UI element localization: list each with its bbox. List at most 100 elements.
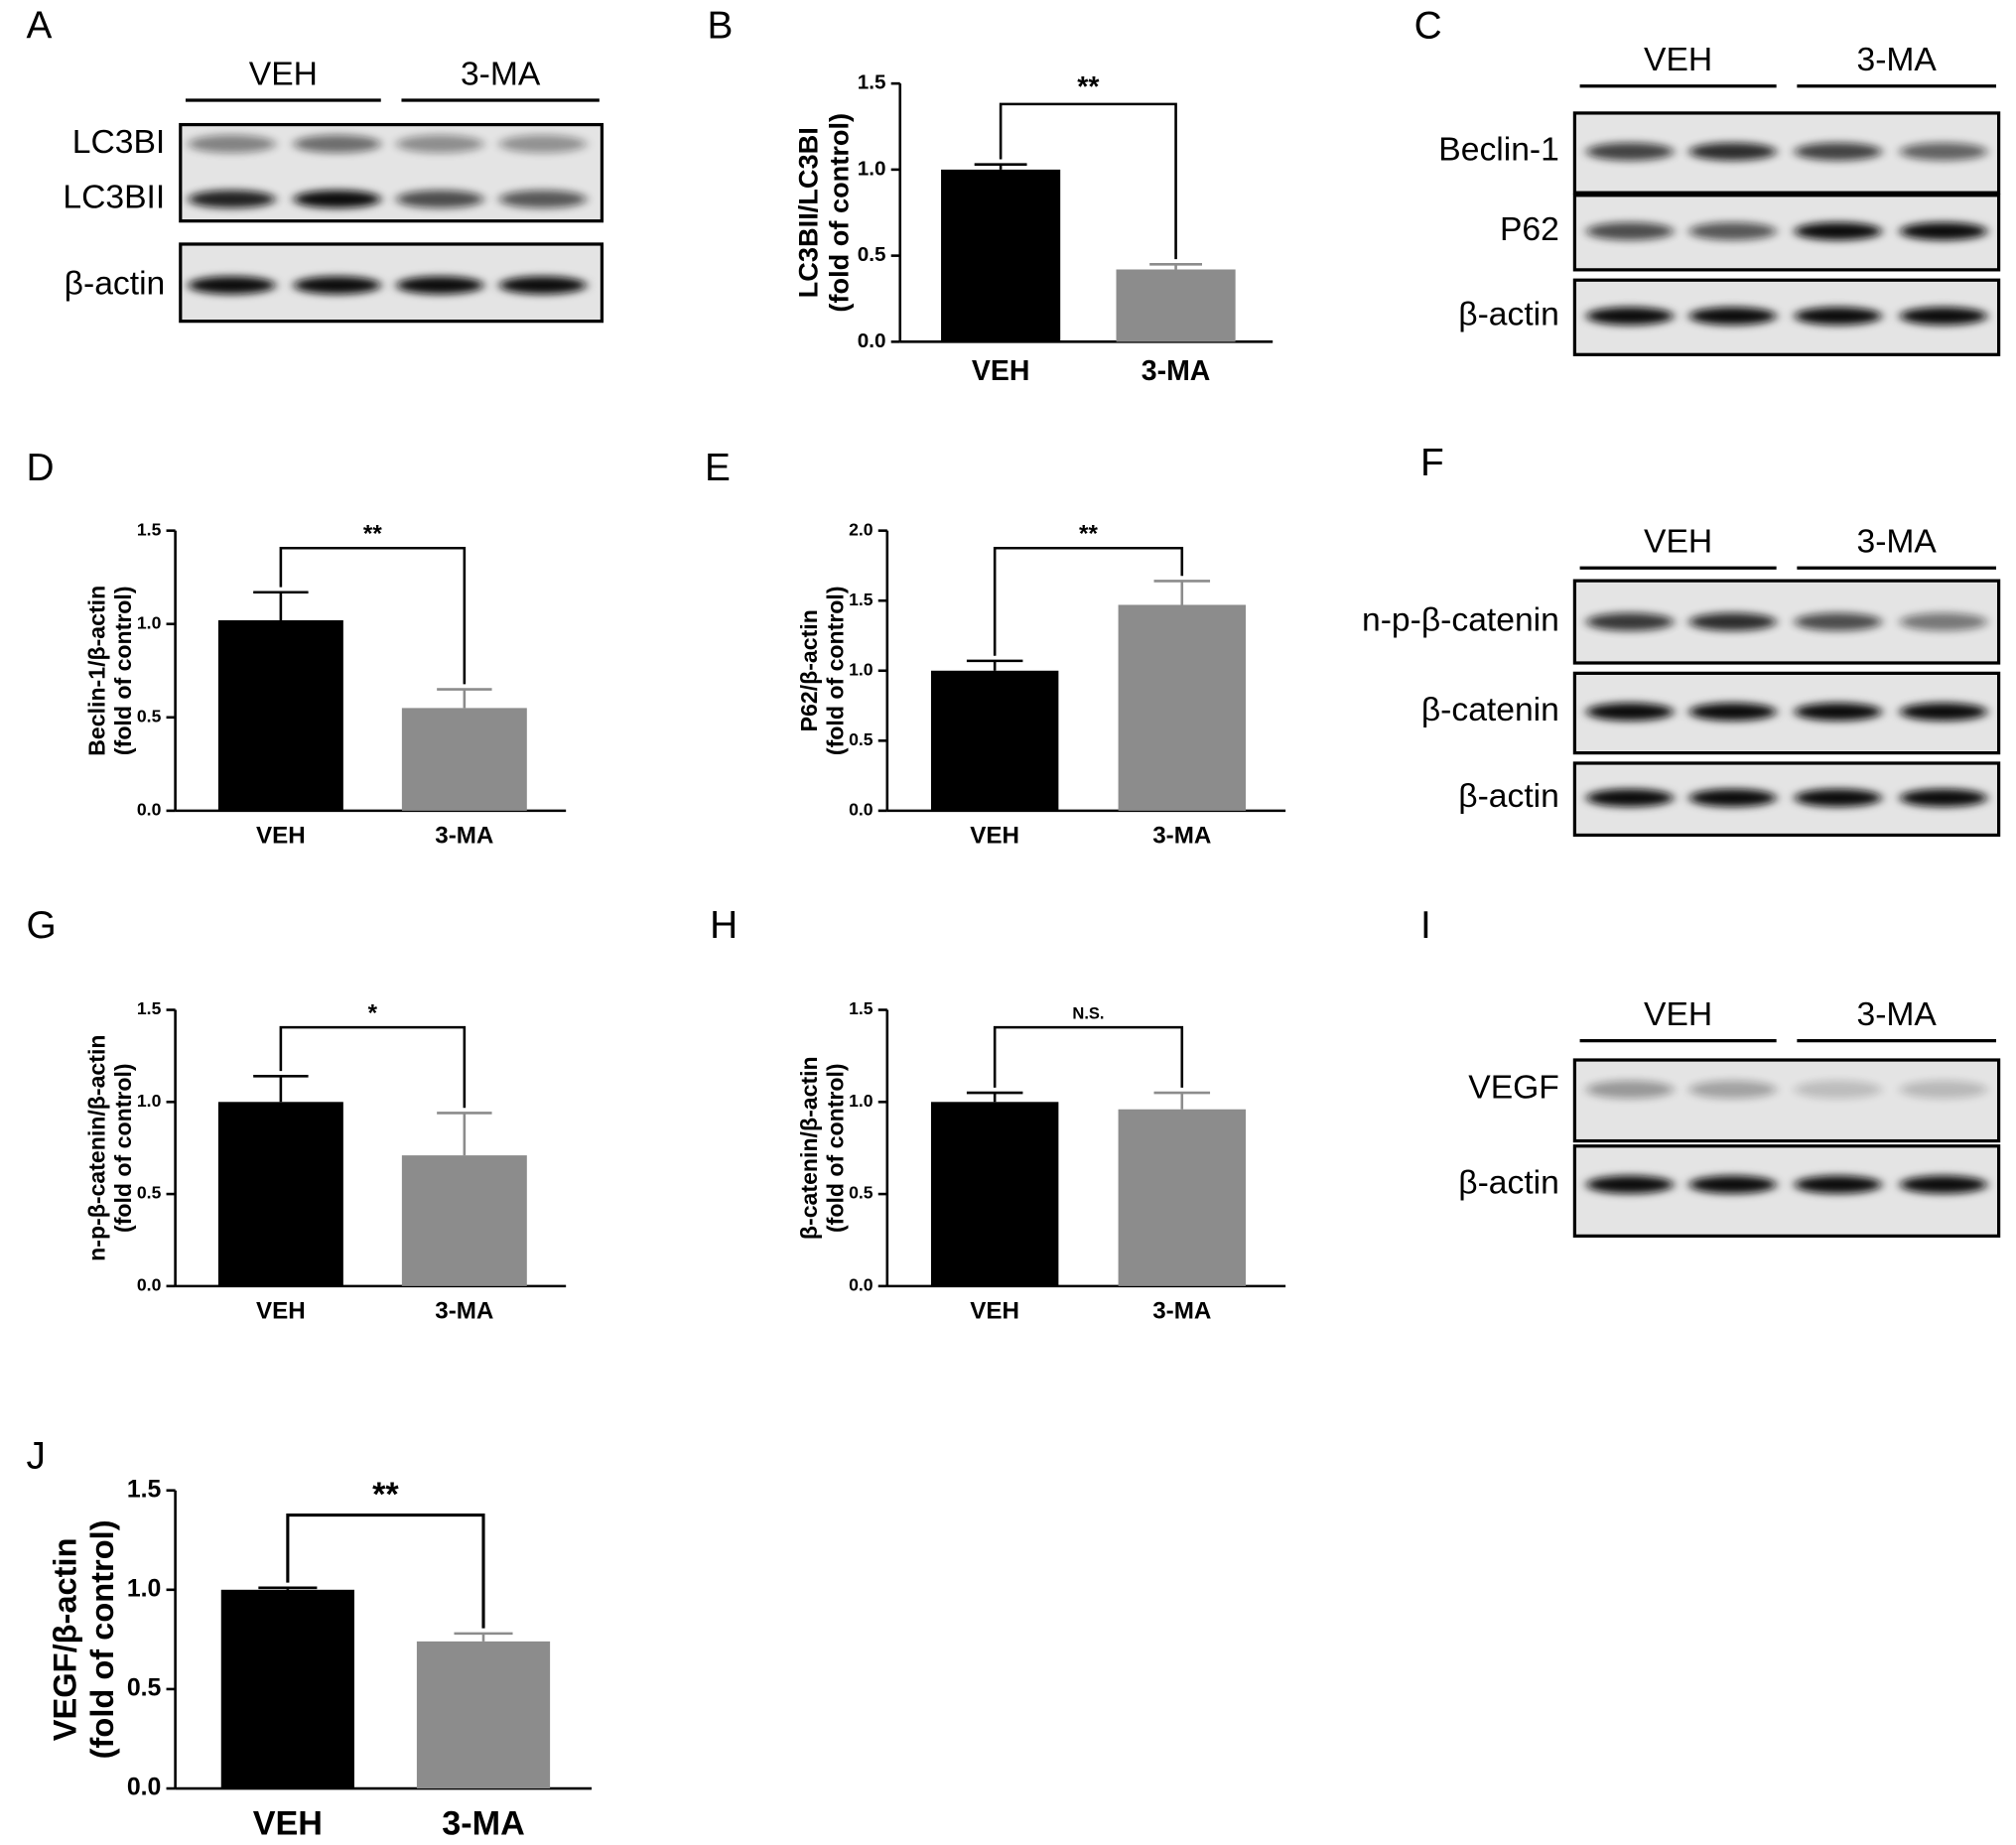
panel-letter: C: [1414, 5, 1442, 48]
group-label: 3-MA: [1857, 42, 1938, 78]
band: [1586, 142, 1675, 161]
bar: [1116, 269, 1236, 342]
significance-bracket: [993, 1025, 1184, 1088]
y-tick-label: 1.0: [137, 1091, 162, 1111]
y-tick-label: 2.0: [849, 519, 874, 539]
band: [1899, 612, 1987, 631]
blot-row-label: β-actin: [65, 265, 166, 302]
blot-row-label: LC3BII: [63, 180, 165, 216]
y-tick-label: 0.5: [849, 729, 874, 749]
y-tick-label: 0.0: [849, 1275, 874, 1295]
x-tick-label: VEH: [972, 355, 1030, 387]
error-bar: [1153, 580, 1211, 605]
bar: [217, 1102, 343, 1286]
blot-row-label: n-p-β-catenin: [1362, 601, 1559, 638]
y-axis-label: (fold of control): [83, 1519, 120, 1759]
y-tick-label: 0.0: [127, 1775, 162, 1801]
band: [1586, 1080, 1675, 1099]
y-axis-label: Beclin-1/β-actin: [84, 586, 110, 756]
x-tick-label: VEH: [256, 823, 306, 850]
band: [1688, 612, 1777, 631]
band: [293, 276, 381, 295]
band: [1899, 788, 1987, 807]
error-bar: [258, 1586, 318, 1590]
y-tick-label: 1.5: [858, 71, 886, 94]
y-tick-label: 1.0: [127, 1575, 162, 1602]
bar: [220, 1589, 354, 1789]
blot-row-label: β-actin: [1458, 778, 1559, 815]
panel-letter: D: [26, 447, 54, 489]
x-tick-label: 3-MA: [435, 823, 493, 850]
panel-letter: H: [710, 904, 738, 947]
y-axis-label: n-p-β-catenin/β-actin: [84, 1035, 110, 1261]
bar: [1118, 1109, 1246, 1286]
y-tick-label: 0.0: [849, 800, 874, 820]
bar: [930, 1102, 1059, 1286]
band: [1688, 703, 1777, 722]
band: [1899, 307, 1987, 326]
band: [498, 276, 587, 295]
bar: [217, 619, 343, 811]
bar: [416, 1641, 551, 1789]
band: [1899, 703, 1987, 722]
group-label: VEH: [1644, 996, 1712, 1033]
group-label: 3-MA: [1857, 996, 1938, 1033]
y-axis-label: (fold of control): [110, 1063, 136, 1233]
band: [1688, 1080, 1777, 1099]
group-label: VEH: [249, 56, 318, 92]
y-tick-label: 1.5: [849, 590, 874, 609]
blot-row-label: β-actin: [1458, 1164, 1559, 1201]
y-axis-label: P62/β-actin: [796, 609, 822, 731]
y-tick-label: 0.5: [849, 1183, 874, 1203]
y-tick-label: 0.5: [137, 1183, 162, 1203]
band: [293, 134, 381, 154]
significance-label: N.S.: [1072, 1004, 1104, 1022]
band: [1688, 788, 1777, 807]
x-tick-label: 3-MA: [1152, 1298, 1211, 1325]
band: [1688, 221, 1777, 241]
significance-label: **: [363, 520, 382, 547]
blot-row-label: VEGF: [1468, 1070, 1559, 1107]
x-tick-label: VEH: [256, 1298, 306, 1325]
y-axis-label: (fold of control): [822, 1063, 848, 1233]
error-bar: [437, 688, 492, 709]
band: [396, 190, 484, 208]
significance-label: **: [1077, 71, 1100, 103]
y-axis-label: (fold of control): [823, 113, 854, 313]
bar: [1118, 604, 1246, 811]
y-tick-label: 1.0: [849, 1091, 874, 1111]
band: [293, 190, 381, 208]
band: [188, 134, 276, 154]
blot-row-label: β-catenin: [1421, 692, 1559, 728]
y-tick-label: 1.0: [849, 659, 874, 679]
x-tick-label: 3-MA: [435, 1298, 493, 1325]
band: [1688, 1175, 1777, 1194]
band: [1794, 703, 1882, 722]
x-tick-label: VEH: [970, 1298, 1019, 1325]
band: [1688, 142, 1777, 161]
band: [396, 276, 484, 295]
band: [188, 276, 276, 295]
y-axis-label: LC3BII/LC3BI: [792, 127, 823, 298]
band: [1586, 612, 1675, 631]
group-label: 3-MA: [461, 56, 541, 92]
x-tick-label: 3-MA: [442, 1804, 525, 1842]
y-tick-label: 1.0: [137, 612, 162, 632]
blot-row-label: P62: [1500, 211, 1559, 248]
bar: [401, 1155, 527, 1286]
band: [1899, 1175, 1987, 1194]
x-tick-label: 3-MA: [1142, 355, 1211, 387]
y-tick-label: 0.0: [137, 1275, 162, 1295]
band: [1586, 703, 1675, 722]
significance-label: **: [1079, 520, 1098, 547]
error-bar: [974, 163, 1027, 170]
panel-letter: F: [1420, 442, 1444, 484]
significance-bracket: [279, 1025, 467, 1109]
panel-letter: I: [1420, 904, 1431, 947]
error-bar: [253, 1075, 309, 1103]
panel-letter: B: [708, 5, 734, 48]
significance-bracket: [999, 102, 1177, 260]
y-axis-label: (fold of control): [110, 586, 136, 755]
x-tick-label: 3-MA: [1152, 823, 1211, 850]
